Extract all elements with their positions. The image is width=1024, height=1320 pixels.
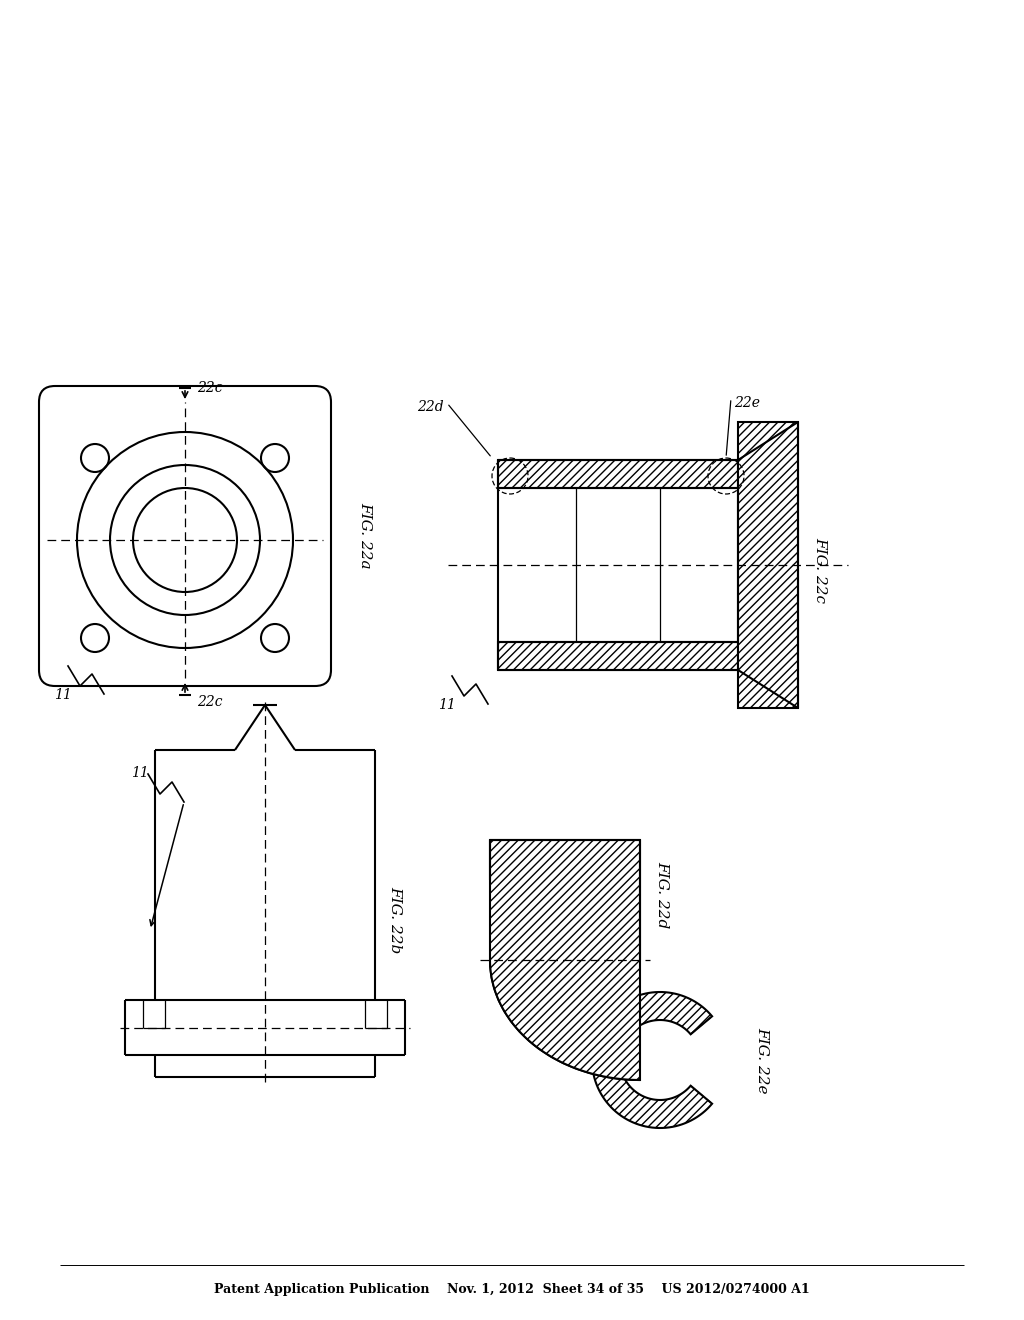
Text: 11: 11	[54, 688, 72, 702]
Text: FIG. 22c: FIG. 22c	[813, 537, 827, 603]
Text: Patent Application Publication    Nov. 1, 2012  Sheet 34 of 35    US 2012/027400: Patent Application Publication Nov. 1, 2…	[214, 1283, 810, 1296]
Text: FIG. 22a: FIG. 22a	[358, 502, 372, 569]
Text: 22c: 22c	[197, 381, 222, 395]
Text: FIG. 22e: FIG. 22e	[755, 1027, 769, 1093]
Text: 22d: 22d	[418, 400, 444, 414]
Polygon shape	[592, 993, 712, 1129]
Text: 11: 11	[131, 766, 148, 780]
Text: 11: 11	[438, 698, 456, 711]
FancyBboxPatch shape	[39, 385, 331, 686]
Text: FIG. 22b: FIG. 22b	[388, 886, 402, 953]
Polygon shape	[738, 422, 798, 708]
Polygon shape	[490, 840, 640, 1080]
Text: 22c: 22c	[197, 696, 222, 709]
Text: 22e: 22e	[734, 396, 760, 411]
Text: FIG. 22d: FIG. 22d	[655, 862, 669, 929]
Polygon shape	[498, 459, 738, 488]
Polygon shape	[498, 642, 738, 671]
